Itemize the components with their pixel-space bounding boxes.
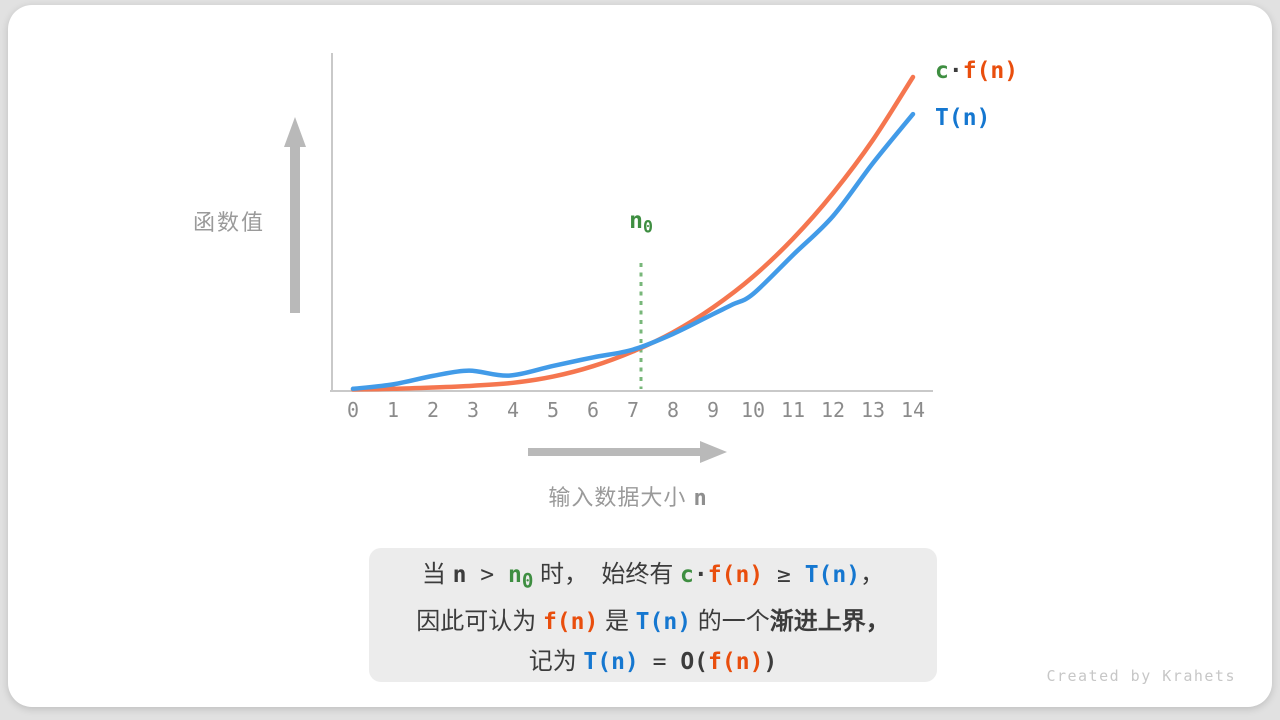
x-axis-label: 输入数据大小 n <box>468 480 788 512</box>
chart <box>284 53 933 463</box>
x-tick-label: 2 <box>426 398 440 422</box>
x-tick-label: 13 <box>860 398 886 422</box>
x-tick-label: 12 <box>820 398 846 422</box>
x-tick-label: 7 <box>626 398 640 422</box>
x-tick-label: 11 <box>780 398 806 422</box>
figure-card: 函数值 0 1 2 3 4 5 6 7 8 9 10 11 12 13 14 输入数据大小 n n0 c·f… <box>8 5 1272 707</box>
x-tick-label: 3 <box>466 398 480 422</box>
curve-tn <box>350 111 916 392</box>
watermark: Created by Krahets <box>1046 667 1236 685</box>
legend-tn: T(n) <box>935 105 991 131</box>
x-tick-label: 5 <box>546 398 560 422</box>
note-line-1: 当 n > n0 时， 始终有 c·f(n) ≥ T(n)， <box>421 561 885 593</box>
x-tick-label: 9 <box>706 398 720 422</box>
note-line-2: 因此可认为 f(n) 是 T(n) 的一个渐进上界， <box>416 607 890 635</box>
x-tick-label: 1 <box>386 398 400 422</box>
note-box: 当 n > n0 时， 始终有 c·f(n) ≥ T(n)， 因此可认为 f(n… <box>369 548 937 682</box>
y-axis-arrow <box>284 117 306 313</box>
x-axis-label-text: 输入数据大小 <box>548 485 694 510</box>
n0-label: n0 <box>629 208 653 237</box>
x-tick-label: 4 <box>506 398 520 422</box>
note-line-3: 记为 T(n) = O(f(n)) <box>528 647 778 675</box>
x-tick-label: 10 <box>740 398 766 422</box>
x-tick-label: 0 <box>346 398 360 422</box>
x-axis-arrow <box>528 441 727 463</box>
x-tick-label: 14 <box>900 398 926 422</box>
x-axis-label-var: n <box>693 486 708 511</box>
y-axis-label: 函数值 <box>193 210 266 235</box>
legend-cfn: c·f(n) <box>935 58 1019 84</box>
x-tick-label: 6 <box>586 398 600 422</box>
x-tick-label: 8 <box>666 398 680 422</box>
